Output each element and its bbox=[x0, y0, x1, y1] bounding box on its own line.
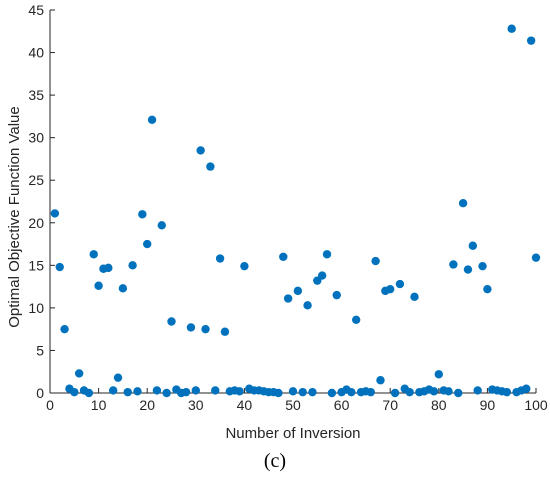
data-point bbox=[526, 36, 536, 45]
data-point bbox=[288, 387, 298, 396]
x-tick-label: 40 bbox=[237, 397, 253, 413]
data-point bbox=[279, 252, 288, 262]
data-point bbox=[454, 388, 463, 398]
data-point bbox=[376, 376, 385, 385]
data-point bbox=[507, 24, 516, 33]
x-tick-label: 70 bbox=[382, 397, 398, 413]
data-point bbox=[332, 290, 341, 300]
x-tick-label: 90 bbox=[480, 397, 496, 413]
x-tick-label: 10 bbox=[91, 397, 107, 413]
x-tick-label: 0 bbox=[46, 397, 54, 413]
data-point bbox=[104, 263, 113, 273]
data-point bbox=[240, 261, 249, 271]
y-tick-label: 5 bbox=[36, 342, 44, 358]
x-tick-label: 50 bbox=[285, 397, 301, 413]
data-point bbox=[303, 301, 312, 310]
data-point bbox=[478, 261, 487, 271]
data-point bbox=[94, 281, 103, 290]
data-point bbox=[395, 279, 405, 289]
data-point bbox=[70, 387, 79, 397]
data-point bbox=[468, 241, 478, 250]
data-point bbox=[317, 271, 327, 280]
x-tick-label: 100 bbox=[524, 397, 548, 413]
data-point bbox=[206, 162, 215, 171]
x-tick-label: 80 bbox=[431, 397, 447, 413]
data-point bbox=[322, 250, 332, 259]
data-point bbox=[215, 254, 225, 263]
data-point bbox=[410, 292, 419, 302]
data-point bbox=[351, 315, 361, 325]
data-point bbox=[405, 387, 414, 397]
data-point bbox=[390, 388, 400, 398]
x-axis-label: Number of Inversion bbox=[225, 425, 360, 442]
data-point bbox=[108, 386, 118, 395]
data-point bbox=[186, 323, 196, 332]
data-point bbox=[143, 239, 152, 249]
data-point bbox=[118, 284, 128, 293]
data-point bbox=[133, 387, 142, 396]
data-points bbox=[50, 24, 541, 398]
y-tick-label: 20 bbox=[28, 215, 44, 231]
data-point bbox=[449, 260, 458, 269]
data-point bbox=[138, 210, 147, 219]
data-point bbox=[220, 327, 230, 336]
y-tick-label: 25 bbox=[28, 172, 44, 188]
data-point bbox=[429, 387, 439, 396]
data-point bbox=[283, 294, 293, 303]
data-point bbox=[463, 265, 473, 274]
data-point bbox=[444, 387, 453, 396]
data-point bbox=[157, 221, 166, 230]
data-point bbox=[162, 388, 171, 398]
y-tick-label: 10 bbox=[28, 300, 44, 316]
y-tick-label: 0 bbox=[36, 385, 44, 401]
data-point bbox=[89, 250, 98, 259]
data-point bbox=[473, 386, 482, 395]
data-point bbox=[181, 387, 191, 397]
data-point bbox=[366, 387, 375, 397]
data-point bbox=[327, 388, 337, 398]
data-point bbox=[74, 369, 84, 378]
data-point bbox=[152, 386, 162, 395]
data-point bbox=[113, 373, 123, 382]
data-point bbox=[522, 384, 531, 393]
data-point bbox=[211, 386, 220, 395]
x-tick-label: 30 bbox=[188, 397, 204, 413]
data-point bbox=[434, 370, 443, 379]
data-point bbox=[235, 387, 244, 396]
data-point bbox=[531, 253, 541, 262]
data-point bbox=[167, 317, 176, 326]
data-point bbox=[347, 387, 356, 397]
figure-caption: (c) bbox=[263, 450, 287, 472]
data-point bbox=[123, 387, 132, 397]
scatter-chart: 0 10 20 30 40 50 60 70 80 90 100 0 5 10 15 20 25 30 35 40 45… bbox=[6, 2, 548, 442]
data-point bbox=[293, 286, 303, 296]
data-point bbox=[386, 284, 395, 294]
y-tick-label: 30 bbox=[28, 130, 44, 146]
data-point bbox=[308, 387, 317, 397]
y-axis-label: Optimal Objective Function Value bbox=[6, 106, 23, 328]
x-tick-label: 20 bbox=[139, 397, 155, 413]
data-point bbox=[196, 146, 205, 155]
ticks: 0 10 20 30 40 50 60 70 80 90 100 0 5 10 15 20 25 30 35 40 45 bbox=[28, 2, 547, 413]
y-tick-label: 35 bbox=[28, 87, 44, 103]
y-tick-label: 40 bbox=[28, 45, 44, 61]
y-tick-label: 15 bbox=[28, 257, 44, 273]
data-point bbox=[191, 386, 200, 395]
x-tick-label: 60 bbox=[334, 397, 350, 413]
data-point bbox=[502, 387, 512, 397]
data-point bbox=[298, 387, 307, 397]
data-point bbox=[147, 115, 157, 124]
data-point bbox=[371, 256, 380, 266]
data-point bbox=[458, 199, 468, 208]
data-point bbox=[60, 324, 69, 334]
data-point bbox=[128, 261, 137, 270]
data-point bbox=[55, 262, 64, 272]
data-point bbox=[201, 324, 210, 334]
data-point bbox=[483, 284, 492, 294]
data-point bbox=[274, 388, 283, 398]
data-point bbox=[50, 209, 60, 218]
y-tick-label: 45 bbox=[28, 2, 44, 18]
data-point bbox=[84, 388, 94, 398]
